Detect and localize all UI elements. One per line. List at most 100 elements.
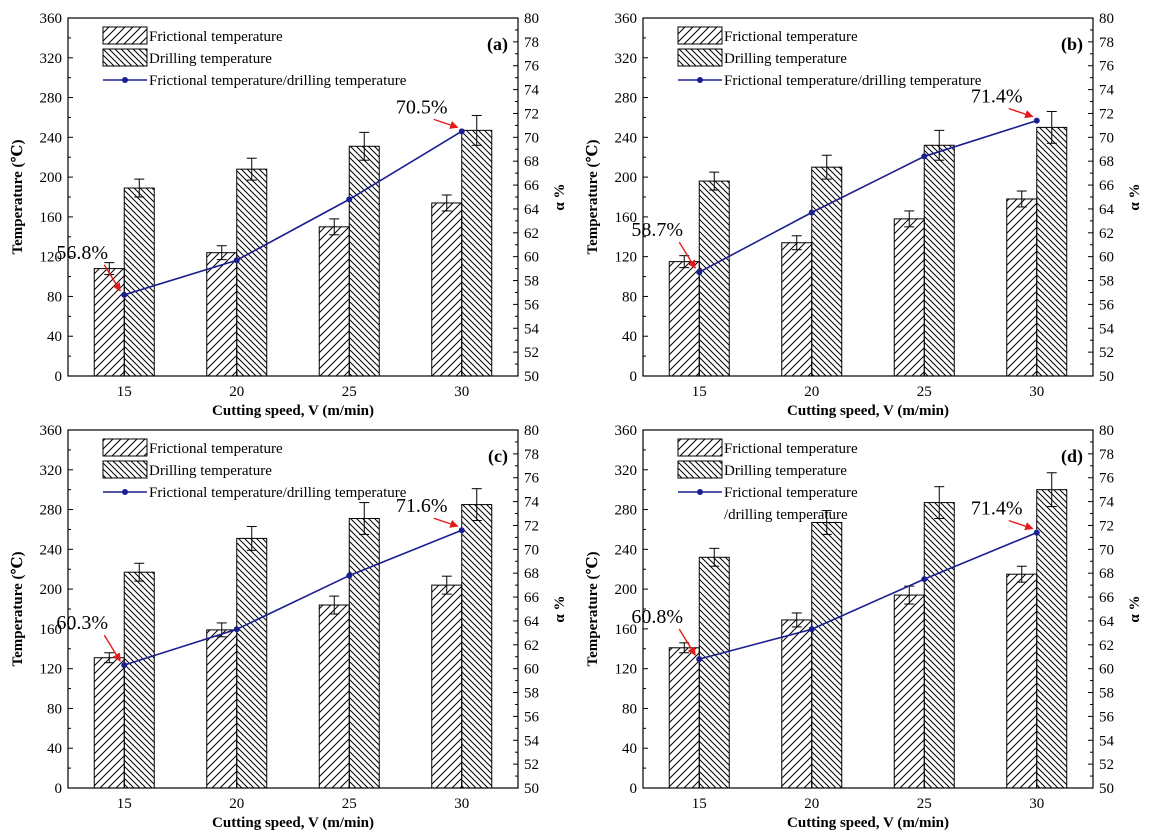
x-tick-label: 20 bbox=[229, 384, 244, 400]
bar-drilling-15 bbox=[698, 556, 730, 789]
bar-frictional-20 bbox=[206, 629, 238, 789]
y2-tick-label: 64 bbox=[1099, 202, 1115, 218]
ratio-point-30 bbox=[1033, 529, 1040, 536]
y-tick-label: 200 bbox=[615, 170, 638, 186]
ratio-point-15 bbox=[696, 656, 703, 663]
y2-tick-label: 66 bbox=[1099, 178, 1115, 194]
y-tick-label: 320 bbox=[615, 51, 638, 67]
annotation-start: 56.8% bbox=[56, 242, 121, 292]
error-bar-frictional-30 bbox=[1016, 190, 1027, 208]
y2-axis-title: α % bbox=[552, 595, 568, 622]
legend-swatch-marker bbox=[697, 489, 703, 495]
annotation-text: 71.4% bbox=[971, 86, 1023, 108]
error-bar-frictional-30 bbox=[1016, 565, 1027, 583]
annotation-start: 58.7% bbox=[631, 219, 696, 269]
annotation-arrow bbox=[103, 634, 121, 662]
y2-tick-label: 62 bbox=[1099, 226, 1114, 242]
bar-drilling-20 bbox=[236, 537, 268, 789]
y2-tick-label: 52 bbox=[1099, 345, 1114, 361]
ratio-point-30 bbox=[1033, 117, 1040, 124]
x-axis-title: Cutting speed, V (m/min) bbox=[787, 403, 949, 419]
y-tick-label: 80 bbox=[622, 289, 637, 305]
y2-tick-label: 68 bbox=[1099, 566, 1114, 582]
error-bar-frictional-25 bbox=[904, 210, 915, 228]
error-bar-drilling-30 bbox=[1046, 472, 1057, 508]
error-bar-drilling-15 bbox=[134, 178, 145, 198]
y-tick-label: 360 bbox=[615, 11, 638, 27]
y2-tick-label: 54 bbox=[1099, 733, 1115, 749]
panel-label: (c) bbox=[488, 446, 508, 467]
bar-frictional-15 bbox=[93, 268, 125, 377]
y2-tick-label: 80 bbox=[1099, 423, 1114, 439]
y2-tick-label: 70 bbox=[1099, 542, 1114, 558]
annotation-arrow bbox=[678, 628, 696, 656]
ratio-point-30 bbox=[458, 128, 465, 135]
ratio-line bbox=[124, 130, 463, 296]
y-tick-label: 0 bbox=[55, 781, 63, 797]
x-tick-label: 15 bbox=[117, 796, 132, 812]
legend-label-frictional: Frictional temperature bbox=[724, 441, 858, 457]
bar-drilling-15 bbox=[123, 571, 155, 789]
y2-tick-label: 52 bbox=[1099, 757, 1114, 773]
y-axis-title: Temperature (℃) bbox=[585, 551, 601, 666]
y-tick-label: 200 bbox=[40, 582, 63, 598]
legend-label-frictional: Frictional temperature bbox=[149, 29, 283, 45]
legend-label-ratio: Frictional temperature/drilling temperat… bbox=[149, 73, 407, 89]
bar-frictional-20 bbox=[206, 252, 238, 377]
legend: Frictional temperature Drilling temperatu… bbox=[677, 26, 982, 89]
error-bar-frictional-20 bbox=[791, 612, 802, 628]
bar-drilling-25 bbox=[348, 518, 380, 789]
bar-drilling-15 bbox=[698, 180, 730, 377]
y2-tick-label: 78 bbox=[1099, 447, 1114, 463]
legend-swatch-marker bbox=[122, 489, 128, 495]
y2-tick-label: 66 bbox=[1099, 590, 1115, 606]
bar-drilling-25 bbox=[348, 145, 380, 377]
y2-tick-label: 72 bbox=[524, 518, 539, 534]
y2-tick-label: 80 bbox=[524, 423, 539, 439]
ratio-point-15 bbox=[121, 291, 128, 298]
y2-tick-label: 56 bbox=[1099, 297, 1115, 313]
bar-frictional-25 bbox=[893, 218, 925, 377]
annotation-text: 60.3% bbox=[56, 612, 108, 634]
annotation-arrow bbox=[1008, 519, 1034, 531]
y2-tick-label: 72 bbox=[1099, 518, 1114, 534]
error-bar-drilling-25 bbox=[359, 131, 370, 161]
y2-tick-label: 64 bbox=[524, 202, 540, 218]
y2-tick-label: 74 bbox=[1099, 83, 1115, 99]
y2-tick-label: 68 bbox=[524, 154, 539, 170]
bar-drilling-20 bbox=[811, 166, 843, 377]
y2-tick-label: 64 bbox=[524, 614, 540, 630]
error-bar-drilling-25 bbox=[359, 502, 370, 535]
y2-tick-label: 54 bbox=[1099, 321, 1115, 337]
y-tick-label: 0 bbox=[630, 369, 638, 385]
y-tick-label: 320 bbox=[40, 463, 63, 479]
error-bar-drilling-30 bbox=[471, 488, 482, 521]
error-bar-drilling-25 bbox=[934, 129, 945, 161]
error-bar-frictional-20 bbox=[216, 245, 227, 261]
y-tick-label: 280 bbox=[615, 91, 638, 107]
y-tick-label: 80 bbox=[47, 701, 62, 717]
error-bar-frictional-15 bbox=[104, 652, 115, 664]
error-bar-drilling-20 bbox=[821, 510, 832, 535]
legend-label-ratio-cont: /drilling temperature bbox=[724, 507, 848, 523]
legend-label-drilling: Drilling temperature bbox=[149, 463, 272, 479]
error-bar-drilling-20 bbox=[821, 154, 832, 180]
error-bar-frictional-20 bbox=[791, 235, 802, 251]
bar-frictional-25 bbox=[318, 604, 350, 789]
legend-label-drilling: Drilling temperature bbox=[149, 51, 272, 67]
x-tick-label: 15 bbox=[692, 796, 707, 812]
bar-frictional-20 bbox=[781, 242, 813, 377]
annotation-end: 71.4% bbox=[971, 498, 1034, 531]
bar-frictional-20 bbox=[781, 619, 813, 789]
y2-tick-label: 76 bbox=[1099, 471, 1115, 487]
y-tick-label: 40 bbox=[47, 329, 62, 345]
y2-tick-label: 80 bbox=[524, 11, 539, 27]
error-bar-frictional-30 bbox=[441, 194, 452, 212]
error-bar-drilling-15 bbox=[134, 562, 145, 582]
annotation-text: 58.7% bbox=[631, 219, 683, 241]
legend-swatch-drilling bbox=[677, 460, 723, 479]
y2-tick-label: 64 bbox=[1099, 614, 1115, 630]
ratio-point-25 bbox=[921, 576, 928, 583]
y-tick-label: 360 bbox=[40, 11, 63, 27]
legend-label-ratio: Frictional temperature/drilling temperat… bbox=[724, 73, 982, 89]
